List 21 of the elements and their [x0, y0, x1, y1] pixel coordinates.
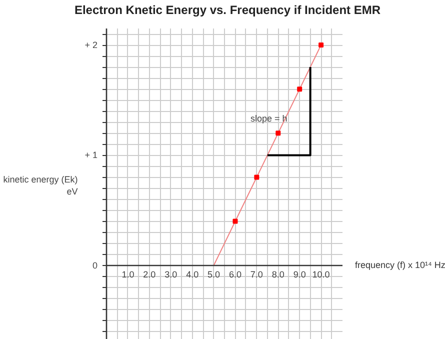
x-tick-label: 3.0 — [164, 269, 178, 280]
x-tick-label: 2.0 — [143, 269, 156, 280]
y-tick-label: + 1 — [84, 150, 98, 160]
x-tick-label: 8.0 — [272, 269, 284, 280]
y-tick-label: 0 — [92, 260, 98, 270]
x-tick-label: 10.0 — [312, 269, 330, 280]
x-tick-label: 5.0 — [208, 269, 220, 280]
point — [297, 86, 302, 92]
point — [276, 130, 281, 136]
y-axis-title: kinetic energy (Ek) eV — [3, 174, 78, 196]
point — [232, 218, 238, 224]
x-tick-label: 1.0 — [122, 269, 134, 280]
y-tick-label: + 2 — [84, 40, 98, 50]
x-tick-label: 4.0 — [186, 269, 199, 280]
x-tick-label: 6.0 — [228, 269, 242, 280]
x-axis-title: frequency (f) x 10¹⁴ Hz — [355, 259, 445, 272]
point — [318, 42, 324, 48]
point — [254, 174, 260, 180]
x-tick-label: 7.0 — [250, 269, 263, 280]
x-tick-label: 9.0 — [293, 269, 306, 280]
chart-title: Electron Knetic Energy vs. Frequency if Incident EMR — [74, 2, 381, 19]
